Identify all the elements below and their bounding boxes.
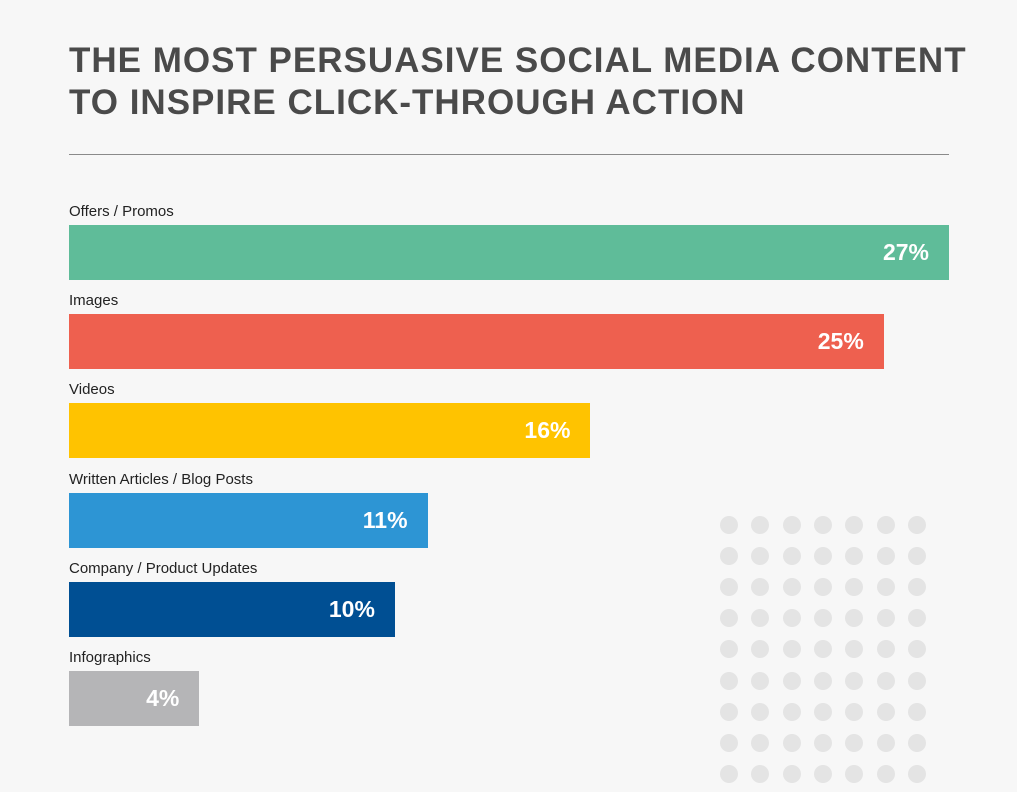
decorative-dot <box>720 609 738 628</box>
decorative-dot <box>813 671 832 690</box>
decorative-dot <box>907 702 926 721</box>
decorative-dot <box>907 671 926 690</box>
decorative-dot <box>876 516 895 534</box>
decorative-dot <box>813 609 832 628</box>
category-label: Written Articles / Blog Posts <box>69 470 253 488</box>
decorative-dot <box>845 578 864 597</box>
decorative-dot <box>782 671 801 690</box>
bar-value-label: 4% <box>146 685 180 711</box>
decorative-dot <box>876 578 895 597</box>
decorative-dot <box>720 733 738 752</box>
decorative-dot <box>876 764 895 783</box>
decorative-dot <box>751 702 770 721</box>
title-divider <box>69 154 949 155</box>
decorative-dot <box>751 764 770 783</box>
decorative-dot <box>907 640 926 659</box>
decorative-dot <box>782 640 801 659</box>
decorative-dot <box>782 733 801 752</box>
decorative-dot <box>876 640 895 659</box>
decorative-dot <box>845 609 864 628</box>
category-label: Images <box>69 292 119 310</box>
decorative-dot <box>782 578 801 597</box>
decorative-dot <box>751 578 770 597</box>
decorative-dot <box>845 702 864 721</box>
category-label: Offers / Promos <box>69 203 174 220</box>
decorative-dot <box>751 733 770 752</box>
decorative-dot <box>845 547 864 566</box>
category-label: Videos <box>69 381 115 399</box>
decorative-dot <box>845 733 864 752</box>
bar: 16% <box>69 403 591 459</box>
decorative-dot <box>813 640 832 659</box>
decorative-dot <box>845 640 864 659</box>
decorative-dot <box>845 516 864 534</box>
category-label: Infographics <box>69 649 151 666</box>
decorative-dot <box>782 764 801 783</box>
decorative-dot <box>813 764 832 783</box>
decorative-dot <box>751 640 770 659</box>
decorative-dot <box>751 516 770 534</box>
decorative-dot <box>782 609 801 628</box>
decorative-dot <box>907 516 926 534</box>
decorative-dot <box>720 516 738 534</box>
decorative-dot <box>876 547 895 566</box>
decorative-dot <box>876 609 895 628</box>
decorative-dot <box>782 516 801 534</box>
bar: 10% <box>69 581 395 637</box>
decorative-dot <box>907 547 926 566</box>
category-label: Company / Product Updates <box>69 559 258 577</box>
decorative-dot <box>720 671 738 690</box>
bar-value-label: 16% <box>524 417 571 444</box>
decorative-dot <box>813 702 832 721</box>
decorative-dot <box>720 547 738 566</box>
bar-value-label: 10% <box>328 595 375 622</box>
decorative-dot <box>845 671 864 690</box>
decorative-dot <box>751 671 770 690</box>
decorative-dot <box>813 578 832 597</box>
decorative-dot <box>907 609 926 628</box>
decorative-dot <box>720 640 738 659</box>
decorative-dot <box>845 764 864 783</box>
chart-title: THE MOST PERSUASIVE SOCIAL MEDIA CONTENT… <box>69 40 969 124</box>
decorative-dot <box>782 547 801 566</box>
bar: 4% <box>69 671 200 726</box>
decorative-dot <box>907 733 926 752</box>
decorative-dot <box>907 764 926 783</box>
chart-title-line-2: TO INSPIRE CLICK-THROUGH ACTION <box>69 83 746 122</box>
decorative-dot <box>782 702 801 721</box>
bar: 11% <box>69 492 428 548</box>
decorative-dot <box>751 609 770 628</box>
decorative-dot <box>813 733 832 752</box>
decorative-dot <box>876 702 895 721</box>
decorative-dot <box>907 578 926 597</box>
decorative-dot <box>720 764 738 783</box>
bar-value-label: 11% <box>362 506 408 533</box>
decorative-dot <box>720 702 738 721</box>
decorative-dot <box>876 733 895 752</box>
decorative-dot <box>751 547 770 566</box>
bar: 25% <box>69 314 884 370</box>
bar-value-label: 25% <box>817 328 864 355</box>
bar-value-label: 27% <box>882 239 929 265</box>
decorative-dot <box>720 578 738 597</box>
decorative-dot <box>813 516 832 534</box>
chart-title-line-1: THE MOST PERSUASIVE SOCIAL MEDIA CONTENT <box>69 41 967 80</box>
decorative-dot <box>876 671 895 690</box>
bar: 27% <box>69 225 949 280</box>
decorative-dot <box>813 547 832 566</box>
